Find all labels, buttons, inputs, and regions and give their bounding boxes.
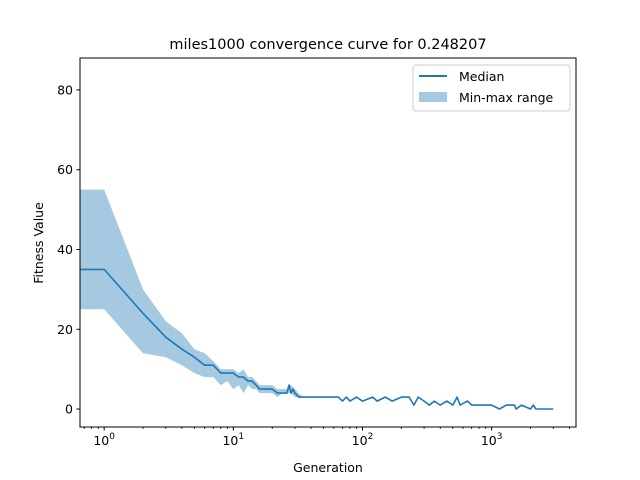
x-tick-label: 103 xyxy=(481,432,503,448)
legend-range-swatch xyxy=(419,92,447,102)
plot-frame xyxy=(79,57,577,428)
legend-median-label: Median xyxy=(459,69,504,84)
x-axis-label: Generation xyxy=(293,460,363,475)
minmax-band xyxy=(80,189,554,409)
band-layer xyxy=(80,189,554,409)
legend-range-label: Min-max range xyxy=(459,90,554,105)
x-axis-ticks: 100 101 102 103 xyxy=(83,427,570,448)
line-layer xyxy=(80,268,554,410)
x-tick-label: 102 xyxy=(352,432,374,448)
y-tick-label: 80 xyxy=(57,82,73,97)
y-axis-ticks: 0 20 40 60 80 xyxy=(57,82,80,417)
y-tick-label: 40 xyxy=(57,242,73,257)
y-tick-label: 60 xyxy=(57,162,73,177)
legend-box xyxy=(412,64,571,112)
y-tick-label: 0 xyxy=(65,402,73,417)
y-axis-label: Fitness Value xyxy=(31,202,46,284)
x-tick-label: 100 xyxy=(93,432,115,448)
x-tick-label: 101 xyxy=(222,432,244,448)
median-line xyxy=(80,268,554,410)
chart-title: miles1000 convergence curve for 0.248207 xyxy=(169,37,486,53)
y-tick-label: 20 xyxy=(57,322,73,337)
legend: Median Min-max range xyxy=(412,64,571,112)
